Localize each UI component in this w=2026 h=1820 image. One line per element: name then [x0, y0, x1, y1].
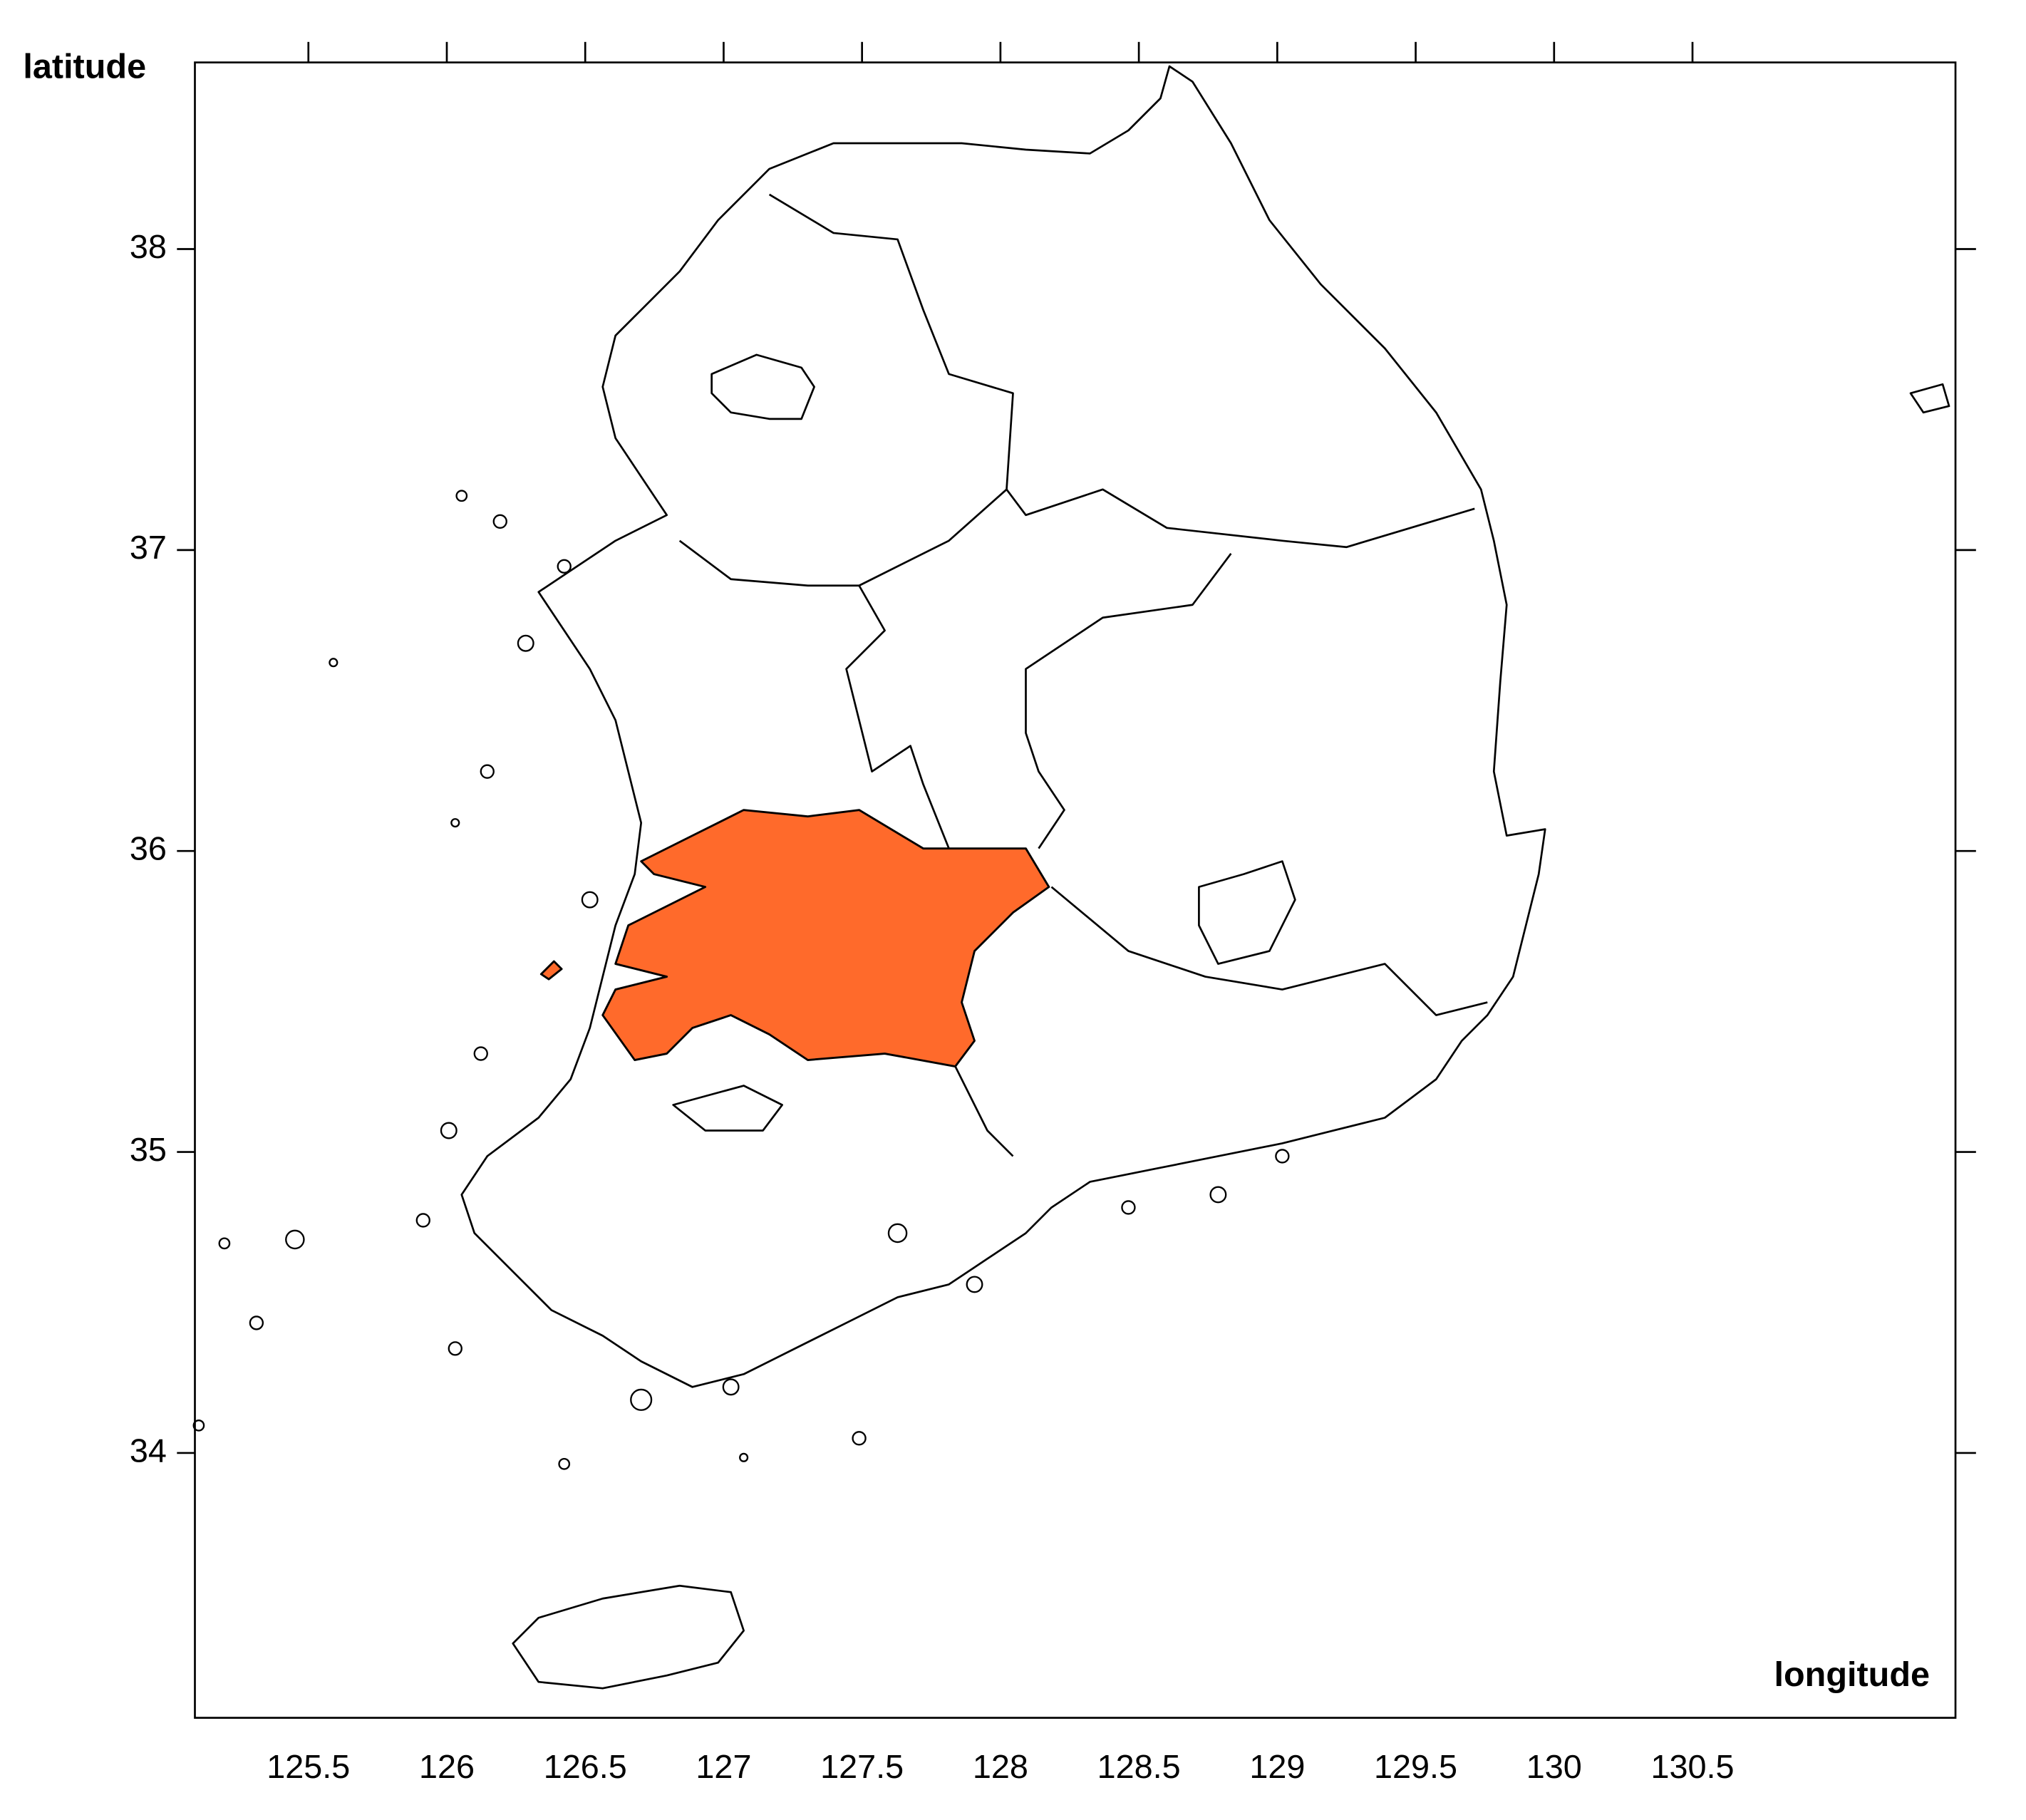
province-border	[1025, 552, 1232, 849]
x-tick-label: 125.5	[267, 1748, 350, 1785]
y-tick-label: 36	[130, 830, 167, 867]
province-border	[678, 488, 1008, 587]
province-border	[768, 193, 1014, 490]
city-border	[710, 353, 815, 420]
ulleung-island	[1909, 383, 1950, 414]
province-border	[1006, 488, 1475, 549]
x-tick-label: 130	[1526, 1748, 1582, 1785]
province-border	[845, 585, 950, 849]
y-axis-title: latitude	[23, 47, 146, 86]
x-tick-label: 127.5	[820, 1748, 904, 1785]
x-tick-label: 129.5	[1374, 1748, 1457, 1785]
x-tick-label: 126	[419, 1748, 475, 1785]
x-tick-label: 127	[696, 1748, 751, 1785]
province-border	[1050, 886, 1488, 1016]
x-tick-label: 126.5	[544, 1748, 627, 1785]
map-shapes	[192, 65, 1950, 1690]
city-border	[1198, 860, 1296, 965]
x-tick-label: 129	[1249, 1748, 1305, 1785]
x-tick-label: 128	[973, 1748, 1028, 1785]
y-tick-label: 38	[130, 228, 167, 265]
x-tick-label: 128.5	[1097, 1748, 1181, 1785]
mainland	[460, 65, 1546, 1388]
province-border	[954, 1065, 1014, 1157]
y-tick-label: 34	[130, 1432, 167, 1469]
x-tick-label: 130.5	[1650, 1748, 1734, 1785]
highlighted-province	[601, 809, 1050, 1067]
highlighted-island	[539, 960, 563, 981]
y-tick-label: 37	[130, 529, 167, 566]
y-tick-label: 35	[130, 1131, 167, 1168]
city-border	[672, 1085, 783, 1132]
islands	[192, 490, 1290, 1470]
x-axis-title: longitude	[1774, 1655, 1930, 1694]
jeju-island	[512, 1584, 745, 1690]
